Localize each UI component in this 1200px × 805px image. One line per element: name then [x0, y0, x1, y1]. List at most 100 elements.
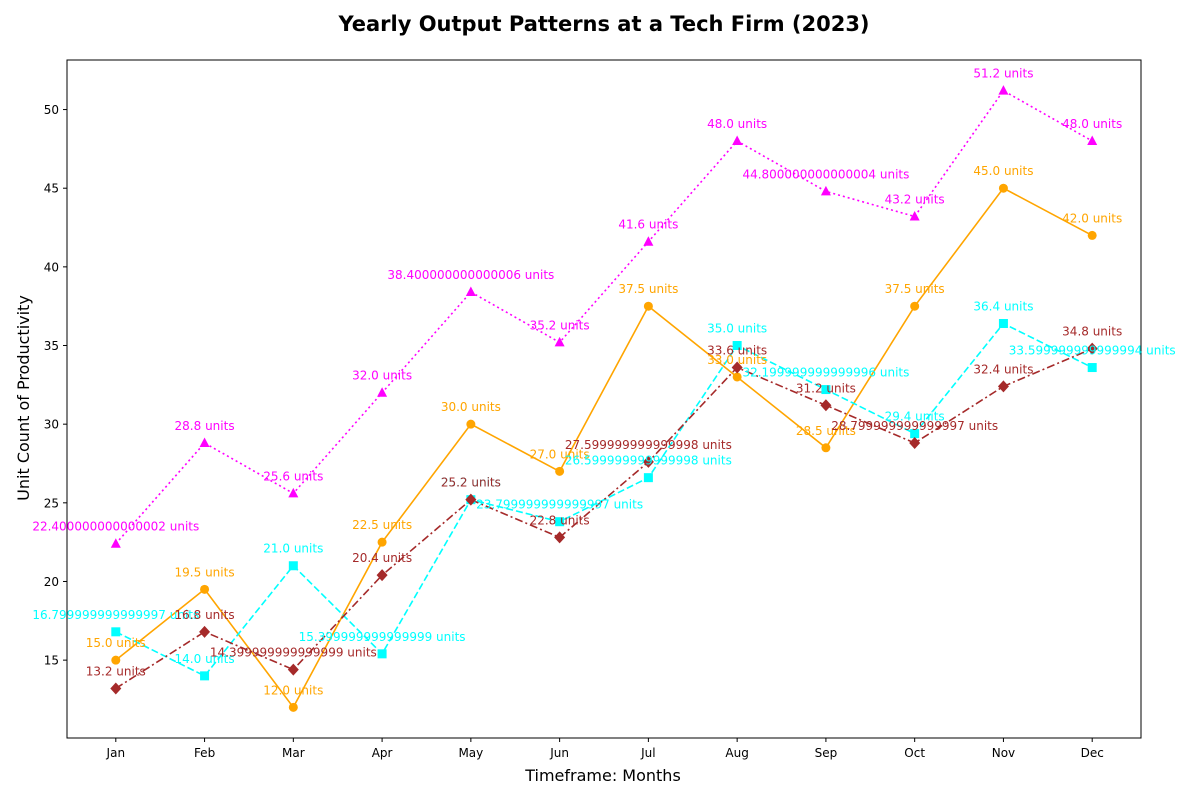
- series-1-point: [821, 443, 831, 453]
- series-2-point: [200, 671, 210, 681]
- series-2-data-label: 29.4 units: [885, 410, 945, 424]
- series-4-point: [554, 336, 565, 347]
- series-1-data-label: 30.0 units: [441, 400, 501, 414]
- y-tick-label: 30: [44, 418, 59, 432]
- x-tick-label: Apr: [372, 746, 393, 760]
- x-tick-label: Nov: [992, 746, 1015, 760]
- series-1-point: [466, 419, 476, 429]
- x-tick-label: Aug: [725, 746, 748, 760]
- series-2-data-label: 26.599999999999998 units: [565, 454, 732, 468]
- series-4-point: [110, 538, 121, 548]
- series-4-data-label: 35.2 units: [530, 318, 590, 332]
- series-2-data-label: 15.399999999999999 units: [299, 630, 466, 644]
- series-2-point: [377, 649, 387, 659]
- x-tick-label: Mar: [282, 746, 305, 760]
- series-4-data-label: 48.0 units: [707, 117, 767, 131]
- series-2-point: [643, 473, 653, 483]
- series-line-2: [115, 322, 1093, 677]
- series-3-point: [1086, 342, 1098, 355]
- y-tick-label: 25: [44, 496, 59, 510]
- series-1-point: [111, 655, 121, 665]
- series-1-point: [555, 466, 565, 476]
- y-tick-label: 50: [44, 103, 59, 117]
- series-3-point: [997, 380, 1009, 393]
- series-2-data-label: 21.0 units: [263, 542, 323, 556]
- series-4-point: [998, 85, 1009, 95]
- y-axis-label: Unit Count of Productivity: [14, 295, 33, 501]
- series-1-point: [910, 301, 920, 311]
- series-1-point: [200, 584, 210, 594]
- series-3-point: [199, 625, 211, 638]
- series-4-data-label: 22.400000000000002 units: [32, 520, 199, 534]
- series-3-point: [554, 531, 566, 544]
- series-4-data-label: 51.2 units: [973, 67, 1033, 81]
- series-4-point: [1087, 135, 1098, 146]
- series-1-data-label: 19.5 units: [175, 565, 235, 579]
- series-4-point: [909, 211, 920, 221]
- series-2-point: [111, 627, 121, 637]
- series-3-point: [820, 399, 832, 412]
- series-line-3: [115, 347, 1093, 690]
- series-4-data-label: 28.8 units: [175, 419, 235, 433]
- series-4-point: [288, 487, 299, 498]
- series-3-point: [287, 663, 299, 676]
- chart-title: Yearly Output Patterns at a Tech Firm (2…: [337, 12, 869, 36]
- series-3-point: [909, 437, 921, 450]
- series-1-data-label: 33.0 units: [707, 353, 767, 367]
- series-4-point: [820, 185, 831, 196]
- series-3-data-label: 20.4 units: [352, 551, 412, 565]
- series-line-1: [115, 187, 1093, 709]
- series-2-point: [288, 561, 298, 571]
- series-2-point: [821, 385, 831, 395]
- series-2-data-label: 14.0 units: [175, 652, 235, 666]
- series-1-point: [732, 372, 742, 382]
- series-1-data-label: 12.0 units: [263, 683, 323, 697]
- series-3-data-label: 31.2 units: [796, 381, 856, 395]
- series-2-data-label: 32.199999999999996 units: [742, 366, 909, 380]
- series-1-data-label: 22.5 units: [352, 518, 412, 532]
- series-1-point: [377, 537, 387, 547]
- y-tick-label: 15: [44, 654, 59, 668]
- series-3-point: [642, 455, 654, 468]
- plot-frame: [66, 59, 1142, 739]
- series-3-data-label: 32.4 units: [973, 362, 1033, 376]
- series-4-data-label: 48.0 units: [1062, 117, 1122, 131]
- series-4-point: [465, 286, 476, 297]
- series-4-data-label: 43.2 units: [885, 193, 945, 207]
- series-2-point: [732, 341, 742, 351]
- series-2-data-label: 16.799999999999997 units: [32, 608, 199, 622]
- series-4-data-label: 38.400000000000006 units: [387, 268, 554, 282]
- series-1-data-label: 42.0 units: [1062, 211, 1122, 225]
- series-1-point: [1087, 230, 1097, 240]
- series-4-point: [377, 387, 388, 397]
- plot-area: Jan Feb Mar Apr May Jun Jul Aug Sep Oct Nov Dec 15 20…: [32, 59, 1176, 760]
- series-1-point: [998, 183, 1008, 193]
- series-3-point: [110, 682, 122, 695]
- series-4-point: [732, 135, 743, 146]
- series-2-data-label: 35.0 units: [707, 322, 767, 336]
- series-3-data-label: 13.2 units: [86, 664, 146, 678]
- series-2-data-label: 25.2 units: [441, 476, 501, 490]
- x-axis-label: Timeframe: Months: [524, 766, 681, 785]
- x-tick-label: Dec: [1081, 746, 1104, 760]
- y-tick-label: 35: [44, 339, 59, 353]
- series-3-data-label: 28.799999999999997 units: [831, 419, 998, 433]
- series-3-point: [376, 569, 388, 582]
- series-4-data-label: 44.800000000000004 units: [742, 167, 909, 181]
- series-1-data-label: 45.0 units: [973, 164, 1033, 178]
- x-tick-label: Oct: [904, 746, 925, 760]
- series-2-point: [998, 318, 1008, 328]
- series-4-point: [643, 236, 654, 246]
- series-1-point: [643, 301, 653, 311]
- x-tick-label: Jun: [549, 746, 569, 760]
- x-tick-label: Feb: [194, 746, 215, 760]
- series-3-point: [465, 493, 477, 506]
- series-3-data-label: 25.2 units: [441, 476, 501, 490]
- series-4-data-label: 32.0 units: [352, 369, 412, 383]
- x-tick-label: Sep: [815, 746, 838, 760]
- series-1-data-label: 15.0 units: [86, 636, 146, 650]
- y-tick-label: 40: [44, 260, 59, 274]
- series-3-point: [731, 361, 743, 374]
